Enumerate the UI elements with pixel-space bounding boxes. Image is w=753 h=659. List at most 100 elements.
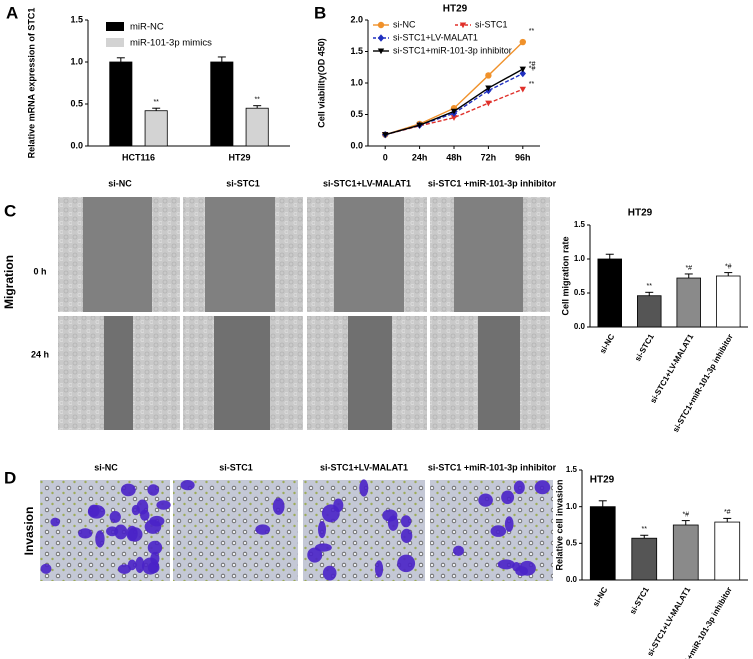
line bbox=[385, 68, 524, 136]
stained-cell bbox=[397, 554, 416, 573]
x-tick-label: si-STC1+LV-MALAT1 bbox=[645, 585, 692, 658]
x-tick-label: 0 bbox=[383, 152, 388, 162]
legend-label: si-STC1+LV-MALAT1 bbox=[393, 32, 478, 42]
stained-cell bbox=[272, 497, 285, 515]
stained-cell bbox=[140, 509, 150, 521]
scratch-gap bbox=[334, 197, 404, 312]
stained-cell bbox=[400, 528, 413, 543]
stained-cell bbox=[490, 525, 507, 537]
scratch-gap bbox=[83, 197, 152, 312]
stained-cell bbox=[504, 516, 514, 532]
marker bbox=[382, 132, 389, 138]
y-tick-label: 0.5 bbox=[566, 538, 578, 547]
stained-cell bbox=[135, 556, 145, 573]
stained-cell bbox=[50, 517, 60, 527]
stained-cell bbox=[109, 510, 121, 523]
marker bbox=[377, 34, 385, 42]
y-axis-label: Relative mRNA expression of STC1 bbox=[26, 8, 36, 159]
marker bbox=[519, 38, 526, 46]
stained-cell bbox=[534, 480, 551, 495]
marker bbox=[485, 100, 492, 107]
x-tick-label: si-STC1+LV-MALAT1 bbox=[648, 332, 695, 405]
row-label: 24 h bbox=[31, 349, 49, 359]
y-tick-label: 1.0 bbox=[70, 56, 83, 66]
scratch-gap bbox=[348, 316, 392, 430]
stained-cell bbox=[40, 563, 52, 574]
chart-title: HT29 bbox=[628, 208, 653, 219]
significance: ** bbox=[647, 283, 653, 290]
marker bbox=[450, 108, 458, 115]
y-tick-label: 0.0 bbox=[350, 140, 363, 150]
bar bbox=[716, 275, 741, 328]
stained-cell bbox=[180, 479, 195, 491]
column-label: si-STC1 bbox=[226, 178, 260, 188]
column-label: si-STC1+LV-MALAT1 bbox=[323, 178, 411, 188]
stained-cell bbox=[512, 562, 521, 572]
significance: *# bbox=[529, 61, 536, 68]
x-tick-label: 96h bbox=[515, 152, 531, 162]
stained-cell bbox=[314, 543, 332, 552]
scratch-gap bbox=[214, 316, 270, 430]
stained-cell bbox=[88, 504, 100, 517]
bar bbox=[672, 524, 699, 581]
x-tick-label: 72h bbox=[481, 152, 497, 162]
panel-label: D bbox=[4, 468, 16, 487]
y-tick-label: 2.0 bbox=[350, 14, 363, 24]
y-axis-label: Cell viability(OD 450) bbox=[316, 38, 326, 128]
scratch-gap bbox=[205, 197, 275, 312]
marker bbox=[377, 48, 385, 55]
row-label: 0 h bbox=[33, 266, 46, 276]
y-axis-label: Relative cell invasion bbox=[554, 479, 564, 570]
significance: ** bbox=[153, 99, 159, 106]
stained-cell bbox=[359, 479, 369, 497]
x-tick-label: 24h bbox=[412, 152, 428, 162]
bar bbox=[245, 107, 269, 147]
y-tick-label: 1.0 bbox=[574, 254, 586, 263]
chart-title: HT29 bbox=[443, 4, 468, 15]
stained-cell bbox=[114, 524, 128, 540]
column-label: si-STC1 +miR-101-3p inhibitor bbox=[428, 462, 557, 472]
marker bbox=[450, 115, 458, 121]
panel-label: B bbox=[314, 3, 326, 22]
bar bbox=[210, 61, 234, 147]
marker bbox=[519, 86, 526, 93]
bar bbox=[676, 277, 702, 328]
panel-label: A bbox=[6, 3, 18, 22]
significance: ** bbox=[529, 81, 535, 88]
y-tick-label: 0.5 bbox=[70, 98, 83, 108]
significance: ** bbox=[529, 28, 535, 35]
column-label: si-STC1 +miR-101-3p inhibitor bbox=[428, 178, 557, 188]
legend-label: miR-101-3p mimics bbox=[130, 38, 212, 49]
y-tick-label: 1.5 bbox=[350, 46, 363, 56]
y-tick-label: 0.0 bbox=[566, 575, 578, 584]
stained-cell bbox=[95, 530, 105, 548]
row-group-label: Migration bbox=[2, 255, 16, 309]
stained-cell bbox=[149, 515, 165, 527]
x-tick-label: HCT116 bbox=[122, 152, 155, 162]
stained-cell bbox=[131, 504, 140, 516]
column-label: si-STC1 bbox=[219, 462, 253, 472]
marker bbox=[377, 21, 385, 29]
stained-cell bbox=[322, 565, 337, 581]
stained-cell bbox=[127, 527, 143, 542]
y-tick-label: 1.5 bbox=[70, 14, 83, 24]
y-tick-label: 0.5 bbox=[350, 109, 363, 119]
bar bbox=[109, 61, 133, 147]
line bbox=[385, 88, 524, 136]
marker bbox=[459, 22, 467, 29]
significance: *# bbox=[682, 511, 689, 518]
bar bbox=[714, 521, 741, 581]
row-group-label: Invasion bbox=[22, 507, 36, 556]
stained-cell bbox=[321, 504, 340, 523]
stained-cell bbox=[318, 520, 327, 539]
stained-cell bbox=[453, 545, 464, 556]
line bbox=[385, 72, 524, 136]
y-tick-label: 1.5 bbox=[574, 220, 586, 229]
bar bbox=[631, 537, 658, 581]
significance: *# bbox=[685, 265, 692, 272]
stained-cell bbox=[141, 557, 159, 575]
x-tick-label: HT29 bbox=[228, 152, 250, 162]
stained-cell bbox=[501, 490, 515, 505]
column-label: si-STC1+LV-MALAT1 bbox=[320, 462, 408, 472]
